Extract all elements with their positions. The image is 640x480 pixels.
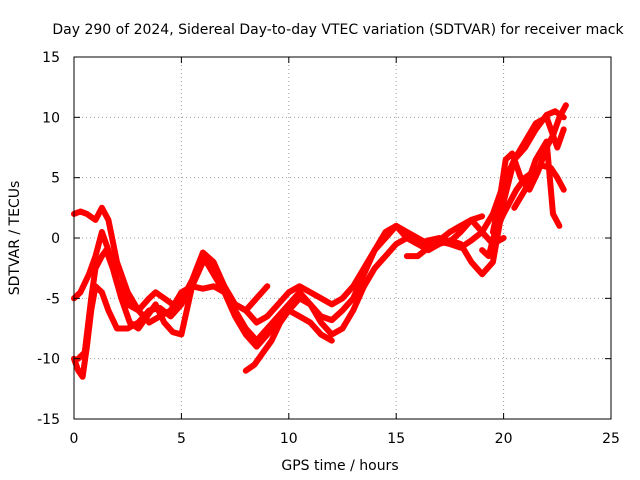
x-axis-ticks: 0 5 10 15 20 25 — [70, 57, 620, 447]
y-tick-label: 5 — [51, 171, 60, 187]
y-tick-label: -10 — [37, 352, 60, 368]
data-series — [71, 102, 569, 380]
y-axis-label: SDTVAR / TECUs — [7, 181, 23, 296]
y-tick-label: 15 — [42, 50, 60, 66]
series-trace-2 — [71, 204, 486, 326]
x-tick-label: 25 — [602, 431, 620, 447]
x-tick-label: 10 — [280, 431, 298, 447]
x-tick-label: 0 — [70, 431, 79, 447]
series-trace-9 — [511, 138, 563, 229]
series-trace-6 — [403, 108, 567, 260]
x-tick-label: 15 — [387, 431, 405, 447]
grid-lines — [74, 57, 611, 419]
y-tick-label: 10 — [42, 110, 60, 126]
y-axis-ticks: -15 -10 -5 0 5 10 15 — [37, 50, 611, 428]
x-axis-label: GPS time / hours — [281, 458, 398, 474]
y-tick-label: -5 — [46, 291, 60, 307]
x-tick-label: 5 — [177, 431, 186, 447]
y-tick-label: -15 — [37, 412, 60, 428]
x-tick-label: 20 — [495, 431, 513, 447]
y-tick-label: 0 — [51, 231, 60, 247]
chart-title: Day 290 of 2024, Sidereal Day-to-day VTE… — [52, 22, 624, 38]
series-trace-8 — [489, 102, 569, 235]
series-trace-3 — [75, 247, 271, 362]
